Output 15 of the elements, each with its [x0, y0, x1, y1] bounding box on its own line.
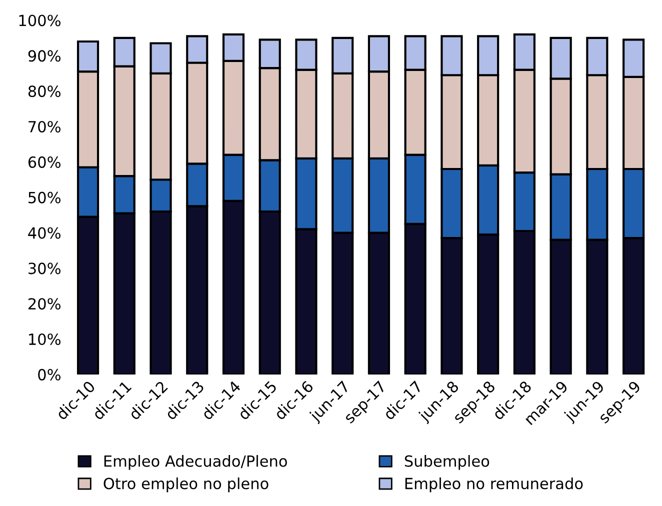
- y-tick-label: 50%: [28, 192, 60, 204]
- legend-label: Empleo Adecuado/Pleno: [104, 455, 287, 470]
- legend-label: Otro empleo no pleno: [104, 477, 268, 492]
- y-tick-label: 10%: [29, 333, 60, 346]
- legend-label: Empleo no remunerado: [405, 477, 583, 492]
- y-tick-label: 90%: [28, 50, 60, 62]
- y-tick-label: 30%: [28, 262, 60, 274]
- y-tick-label: 0%: [38, 368, 60, 380]
- y-tick-label: 60%: [28, 156, 60, 168]
- y-tick-label: 40%: [28, 227, 60, 239]
- y-tick-label: 100%: [19, 14, 60, 26]
- legend-label: Subempleo: [404, 455, 490, 470]
- y-tick-label: 20%: [28, 298, 60, 310]
- y-tick-label: 80%: [28, 86, 60, 98]
- y-tick-label: 70%: [28, 120, 60, 133]
